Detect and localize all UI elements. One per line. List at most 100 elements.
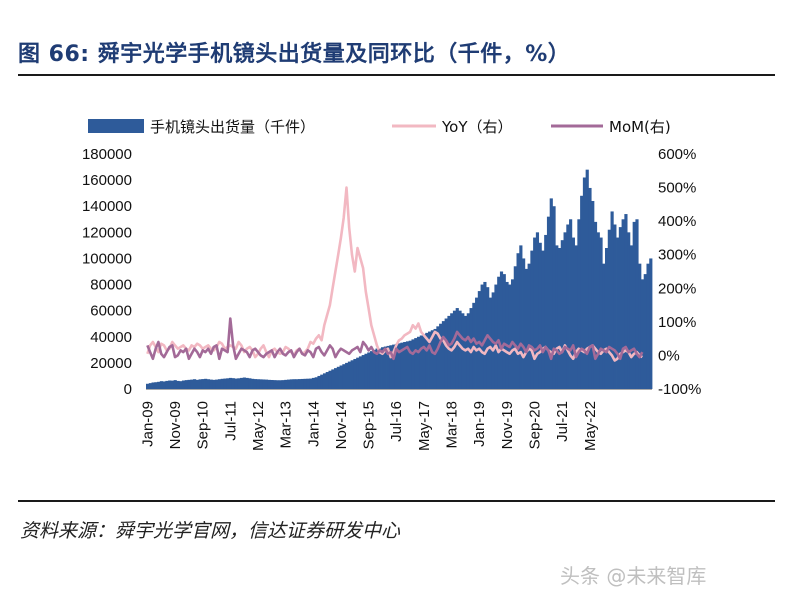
shipment-bar xyxy=(488,297,493,389)
shipment-bar xyxy=(394,343,399,389)
y-right-tick-label: 100% xyxy=(658,314,696,331)
shipment-bar xyxy=(273,380,277,389)
shipment-bar xyxy=(405,341,410,389)
y-left-tick-label: 0 xyxy=(124,381,132,398)
shipment-bar xyxy=(640,279,645,389)
shipment-bar xyxy=(217,379,222,389)
shipment-bars xyxy=(146,169,653,389)
shipment-bar xyxy=(237,378,241,389)
shipment-bar xyxy=(240,377,244,389)
y-right-tick-label: 200% xyxy=(658,280,696,297)
shipment-bar xyxy=(314,377,318,389)
shipment-bar xyxy=(309,378,313,389)
shipment-bar xyxy=(571,237,575,389)
shipment-bar xyxy=(513,266,517,389)
shipment-bar xyxy=(253,379,258,389)
shipment-bar xyxy=(627,232,631,389)
shipment-bar xyxy=(533,237,537,389)
shipment-bar xyxy=(574,245,578,389)
shipment-bar xyxy=(557,248,562,389)
y-right-tick-label: 400% xyxy=(658,213,696,230)
shipment-bar xyxy=(510,279,515,389)
shipment-bar xyxy=(198,379,202,389)
x-tick-label: Jan-09 xyxy=(139,401,156,447)
mom-line xyxy=(146,317,644,361)
y-right-tick-label: 600% xyxy=(658,146,696,163)
shipment-bar xyxy=(154,382,158,389)
x-tick-label: May-12 xyxy=(250,401,267,451)
shipment-bar xyxy=(458,310,462,389)
shipment-bar xyxy=(215,379,219,389)
y-left-tick-label: 120000 xyxy=(82,224,132,241)
x-tick-label: Nov-19 xyxy=(499,401,516,449)
shipment-bar xyxy=(176,380,180,389)
shipment-bar xyxy=(441,321,446,389)
shipment-bar xyxy=(251,378,255,389)
shipment-bar xyxy=(347,361,352,389)
chart-canvas: 手机镜头出货量（千件） YoY（右） MoM(右) 0 20000 40000 600… xyxy=(82,118,701,451)
shipment-bar xyxy=(580,195,584,389)
shipment-bar xyxy=(535,232,540,389)
shipment-bar xyxy=(461,313,465,389)
shipment-bar xyxy=(546,216,551,389)
shipment-bar xyxy=(549,198,553,389)
shipment-bar xyxy=(372,349,376,389)
x-tick-label: Jul-21 xyxy=(554,401,571,442)
shipment-bar xyxy=(602,263,606,389)
shipment-bar xyxy=(397,343,401,389)
shipment-bar xyxy=(486,287,490,389)
x-tick-label: Mar-18 xyxy=(444,401,461,449)
shipment-bar xyxy=(209,379,213,389)
shipment-bar xyxy=(538,242,542,389)
shipment-bar xyxy=(439,323,443,389)
shipment-bar xyxy=(392,344,396,389)
shipment-bar xyxy=(353,358,357,389)
shipment-bar xyxy=(643,274,647,389)
shipment-bar xyxy=(591,201,595,389)
shipment-bar xyxy=(635,219,639,389)
shipment-bar xyxy=(414,338,418,389)
x-tick-label: Mar-13 xyxy=(278,401,295,449)
shipment-bar xyxy=(381,347,385,389)
shipment-bar xyxy=(151,382,155,389)
shipment-bar xyxy=(369,351,374,389)
shipment-bar xyxy=(544,234,548,389)
shipment-bar xyxy=(425,332,429,389)
shipment-bar xyxy=(157,381,161,389)
shipment-bar xyxy=(560,240,564,389)
shipment-bar xyxy=(339,365,343,389)
shipment-bar xyxy=(367,352,371,389)
shipment-bar xyxy=(256,379,260,389)
chart-title: 图 66: 舜宇光学手机镜头出货量及同环比（千件，%） xyxy=(18,42,571,67)
shipment-bar xyxy=(248,378,252,389)
shipment-bar xyxy=(522,258,526,389)
shipment-bar xyxy=(325,372,329,389)
y-left-tick-label: 180000 xyxy=(82,146,132,163)
shipment-bar xyxy=(607,229,611,389)
shipment-bar xyxy=(168,380,172,389)
shipment-bar xyxy=(228,377,233,389)
shipment-bar xyxy=(275,380,280,389)
shipment-bar xyxy=(596,232,600,389)
shipment-bar xyxy=(259,379,263,389)
shipment-bar xyxy=(311,377,316,389)
shipment-bar xyxy=(463,315,468,389)
shipment-bar xyxy=(303,378,307,389)
shipment-bar xyxy=(173,380,177,389)
shipment-bar xyxy=(585,169,589,389)
shipment-bar xyxy=(292,379,296,389)
plot-area: 0 20000 40000 60000 80000 100000 120000 140000 1… xyxy=(82,146,701,451)
shipment-bar xyxy=(588,187,592,389)
shipment-bar xyxy=(328,370,332,389)
shipment-bar xyxy=(508,284,512,389)
shipment-bar xyxy=(245,377,249,389)
shipment-bar xyxy=(455,308,459,389)
shipment-bar xyxy=(530,250,534,389)
shipment-bar xyxy=(610,211,614,389)
shipment-bar xyxy=(649,258,653,389)
shipment-bar xyxy=(389,345,393,389)
shipment-bar xyxy=(193,379,197,389)
legend-label-yoy: YoY（右） xyxy=(441,118,513,136)
y-right-tick-label: 300% xyxy=(658,247,696,264)
shipment-bar xyxy=(342,364,346,389)
